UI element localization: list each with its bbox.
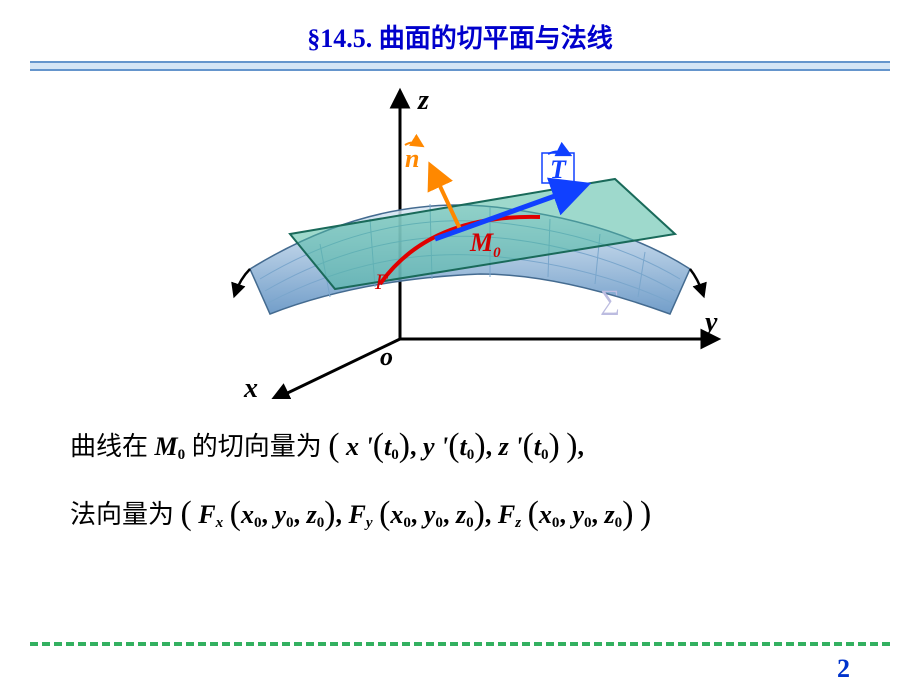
page-number: 2 (837, 654, 850, 684)
page-title: §14.5. 曲面的切平面与法线 (0, 0, 920, 61)
title-text: 曲面的切平面与法线 (372, 24, 613, 53)
gamma-label: Γ (374, 269, 389, 294)
t-label: T (550, 155, 567, 184)
title-rule (30, 61, 890, 71)
section-number: §14.5. (307, 24, 372, 53)
normal-vector-line: 法向量为 ( Fx (x0, y0, z0), Fy (x0, y0, z0),… (70, 479, 860, 547)
tangent-vector-line: 曲线在 M0 的切向量为 ( x '(t0), y '(t0), z '(t0)… (70, 411, 860, 479)
tangent-plane-figure: z y x o Γ n T M0 ∑ (180, 79, 740, 399)
footer-dash-rule (30, 642, 890, 646)
math-text: 曲线在 M0 的切向量为 ( x '(t0), y '(t0), z '(t0)… (70, 411, 860, 546)
n-label: n (405, 144, 419, 173)
axis-y-label: y (702, 307, 718, 338)
axis-z-label: z (417, 85, 429, 116)
origin-label: o (380, 342, 393, 371)
axis-x-label: x (243, 373, 258, 399)
sigma-label: ∑ (600, 285, 620, 316)
